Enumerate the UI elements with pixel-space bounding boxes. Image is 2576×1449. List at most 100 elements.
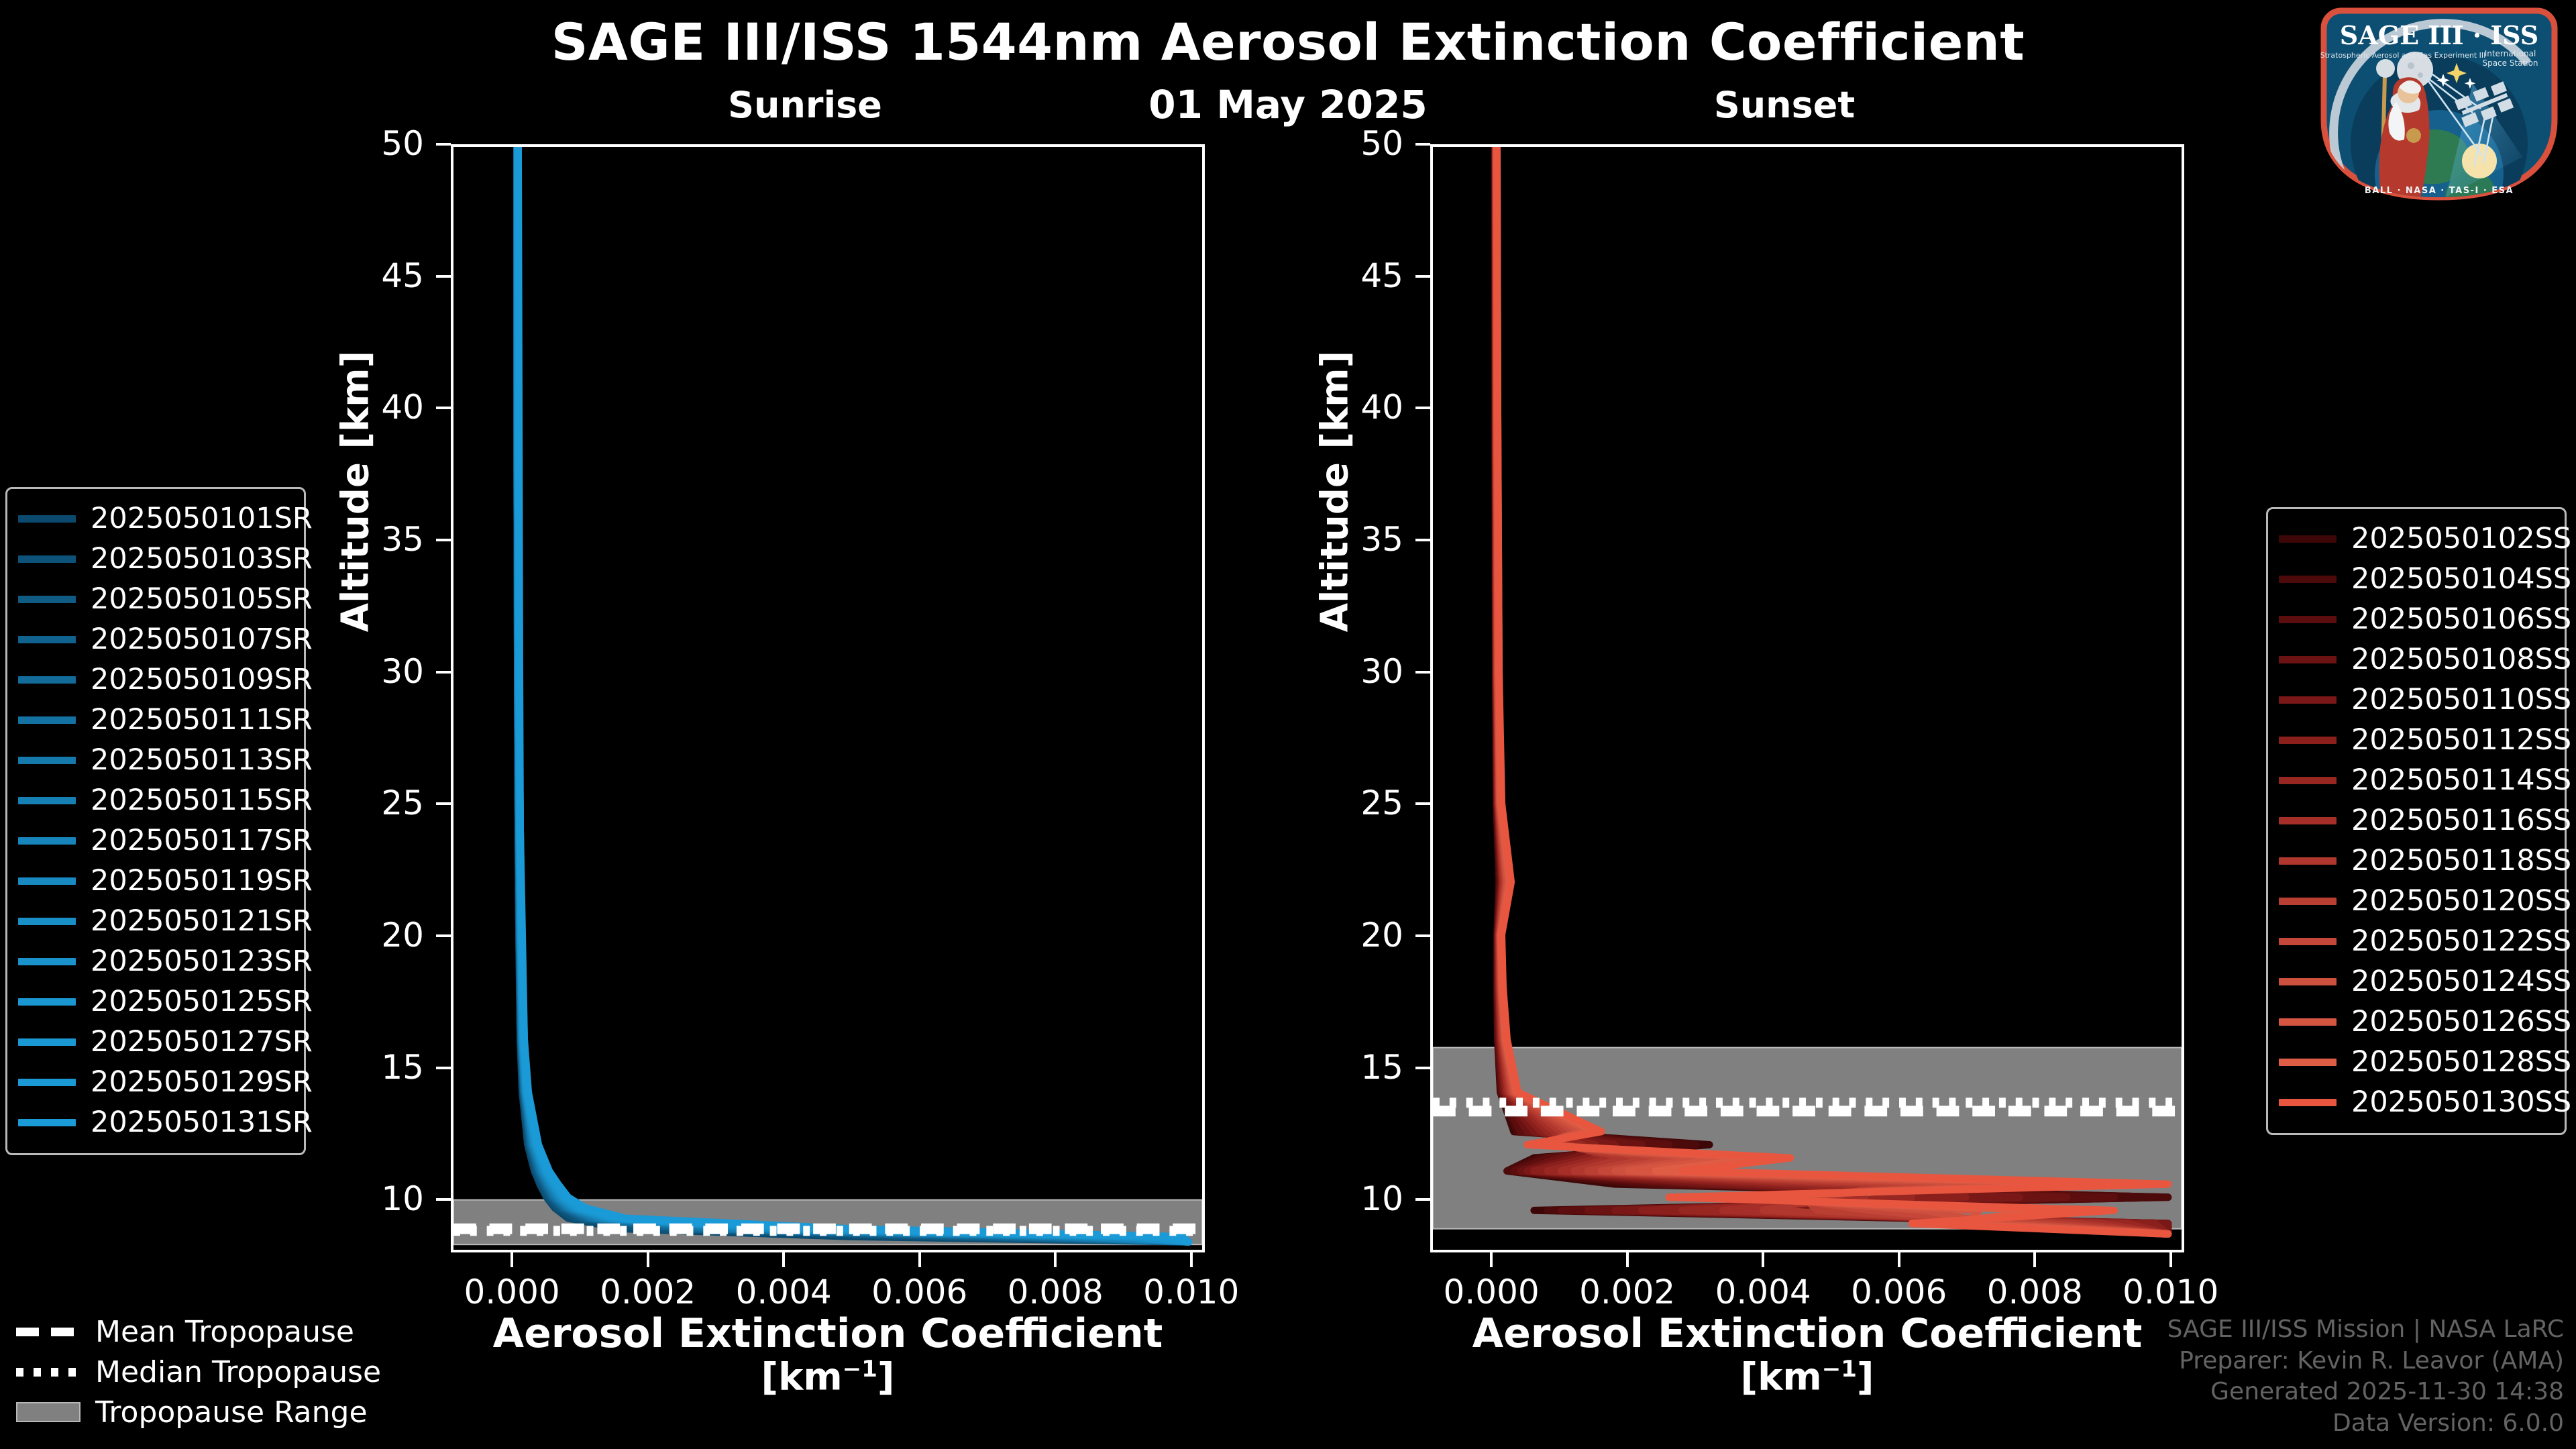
legend-item[interactable]: 2025050105SR [18, 579, 313, 619]
logo-partners: BALL · NASA · TAS-I · ESA [2365, 186, 2514, 196]
legend-event-label: 2025050123SR [91, 945, 313, 978]
legend-event-label: 2025050114SS [2351, 763, 2572, 797]
legend-item[interactable]: 2025050124SS [2279, 961, 2571, 1002]
sunset-legend[interactable]: 2025050102SS 2025050104SS 2025050106SS 2025… [2266, 507, 2571, 1135]
legend-item[interactable]: 2025050121SR [18, 901, 313, 941]
legend-item[interactable]: 2025050129SR [18, 1062, 313, 1102]
y-axis-tick-label: 15 [381, 1047, 424, 1087]
legend-event-label: 2025050112SS [2351, 723, 2572, 757]
legend-item[interactable]: 2025050123SR [18, 941, 313, 981]
legend-event-label: 2025050130SS [2351, 1085, 2572, 1119]
sunset-plot-area [1430, 144, 2184, 1252]
legend-item[interactable]: 2025050111SR [18, 700, 313, 740]
y-axis-tick-label: 35 [1360, 520, 1403, 559]
x-axis-tick-label: 0.004 [735, 1273, 832, 1311]
profile-line [513, 147, 1193, 1246]
y-axis-tick-label: 25 [381, 784, 424, 823]
legend-event-label: 2025050126SS [2351, 1005, 2572, 1038]
legend-color-swatch [18, 1038, 76, 1046]
x-axis-tick [1625, 1252, 1629, 1267]
legend-item[interactable]: 2025050114SS [2279, 760, 2571, 800]
legend-color-swatch [18, 998, 76, 1006]
y-axis-tick [436, 1198, 451, 1201]
credits-data-version: Data Version: 6.0.0 [2332, 1409, 2564, 1438]
x-axis-tick [2169, 1252, 2172, 1267]
y-axis-tick [1415, 1198, 1430, 1201]
sage-iii-iss-mission-patch-logo: SAGE III · ISS Stratospheric Aerosol and… [2320, 7, 2558, 201]
legend-event-label: 2025050116SS [2351, 804, 2572, 837]
legend-item[interactable]: 2025050115SR [18, 780, 313, 820]
x-axis-label-text: Aerosol Extinction Coefficient [492, 1310, 1163, 1357]
legend-item[interactable]: 2025050125SR [18, 981, 313, 1022]
legend-item[interactable]: 2025050103SR [18, 539, 313, 579]
logo-subtitle-right-1: International [2485, 49, 2536, 58]
legend-item[interactable]: 2025050117SR [18, 820, 313, 861]
legend-item[interactable]: 2025050126SS [2279, 1002, 2571, 1042]
legend-color-swatch [2279, 977, 2337, 985]
y-axis-tick [436, 1066, 451, 1069]
credits-block: SAGE III/ISS Mission | NASA LaRC Prepare… [2167, 1314, 2564, 1440]
x-axis-tick-label: 0.004 [1715, 1273, 1811, 1311]
legend-event-label: 2025050121SR [91, 904, 313, 938]
legend-item[interactable]: 2025050119SR [18, 861, 313, 901]
x-axis-tick-label: 0.000 [1443, 1273, 1540, 1311]
y-axis-tick [436, 539, 451, 541]
legend-color-swatch [2279, 897, 2337, 905]
y-axis-tick-label: 10 [1360, 1179, 1403, 1219]
x-axis-tick-label: 0.010 [2123, 1273, 2219, 1311]
sunset-panel-header: Sunset [1713, 84, 1856, 126]
dashed-line-icon [16, 1323, 80, 1340]
legend-color-swatch [18, 555, 76, 563]
legend-color-swatch [18, 1078, 76, 1086]
sage-figure [2376, 59, 2430, 197]
legend-item[interactable]: 2025050118SS [2279, 841, 2571, 881]
x-axis-tick-label: 0.008 [1007, 1273, 1104, 1311]
legend-event-label: 2025050125SR [91, 985, 313, 1018]
legend-item[interactable]: 2025050127SR [18, 1022, 313, 1062]
sunset-y-axis-label: Altitude [km] [1313, 350, 1357, 633]
x-axis-tick-label: 0.008 [1986, 1273, 2083, 1311]
x-axis-tick-label: 0.010 [1143, 1273, 1240, 1311]
y-axis-tick-label: 40 [1360, 388, 1403, 427]
y-axis-tick [436, 407, 451, 410]
legend-item[interactable]: 2025050102SS [2279, 519, 2571, 559]
legend-item[interactable]: 2025050101SR [18, 498, 313, 539]
legend-item[interactable]: 2025050120SS [2279, 881, 2571, 921]
legend-item[interactable]: 2025050107SR [18, 619, 313, 659]
profile-line [514, 147, 1193, 1246]
legend-item[interactable]: 2025050106SS [2279, 599, 2571, 639]
legend-color-swatch [2279, 1058, 2337, 1066]
x-axis-tick [1897, 1252, 1900, 1267]
x-axis-tick-label: 0.000 [464, 1273, 560, 1311]
legend-item[interactable]: 2025050131SR [18, 1102, 313, 1142]
y-axis-tick [1415, 143, 1430, 146]
legend-color-swatch [2279, 736, 2337, 744]
sunset-x-axis-label: Aerosol Extinction Coefficient [km−1] [1430, 1311, 2184, 1399]
legend-color-swatch [2279, 655, 2337, 663]
legend-event-label: 2025050111SR [91, 703, 313, 737]
sunset-profile-lines [1433, 147, 2182, 1238]
legend-item[interactable]: 2025050122SS [2279, 921, 2571, 961]
legend-item[interactable]: 2025050130SS [2279, 1082, 2571, 1122]
legend-event-label: 2025050124SS [2351, 965, 2572, 998]
legend-item[interactable]: 2025050128SS [2279, 1042, 2571, 1082]
profile-line [513, 147, 1193, 1246]
legend-item[interactable]: 2025050112SS [2279, 720, 2571, 760]
legend-item[interactable]: 2025050109SR [18, 659, 313, 700]
page-title: SAGE III/ISS 1544nm Aerosol Extinction C… [551, 12, 2025, 72]
logo-subtitle-left: Stratospheric Aerosol and Gas Experiment… [2320, 51, 2486, 60]
filled-band-icon [16, 1402, 80, 1422]
profile-line [515, 147, 1193, 1246]
legend-item[interactable]: 2025050104SS [2279, 559, 2571, 599]
legend-item[interactable]: 2025050116SS [2279, 800, 2571, 841]
legend-event-label: 2025050129SR [91, 1065, 313, 1099]
legend-item[interactable]: 2025050108SS [2279, 639, 2571, 680]
legend-color-swatch [18, 716, 76, 724]
legend-event-label: 2025050128SS [2351, 1045, 2572, 1079]
legend-item[interactable]: 2025050113SR [18, 740, 313, 780]
y-axis-tick-label: 50 [1360, 124, 1403, 163]
y-axis-tick [436, 670, 451, 674]
sunrise-legend[interactable]: 2025050101SR 2025050103SR 2025050105SR 2025… [5, 487, 313, 1155]
legend-item-tropopause-range: Tropopause Range [16, 1392, 432, 1432]
legend-item[interactable]: 2025050110SS [2279, 680, 2571, 720]
